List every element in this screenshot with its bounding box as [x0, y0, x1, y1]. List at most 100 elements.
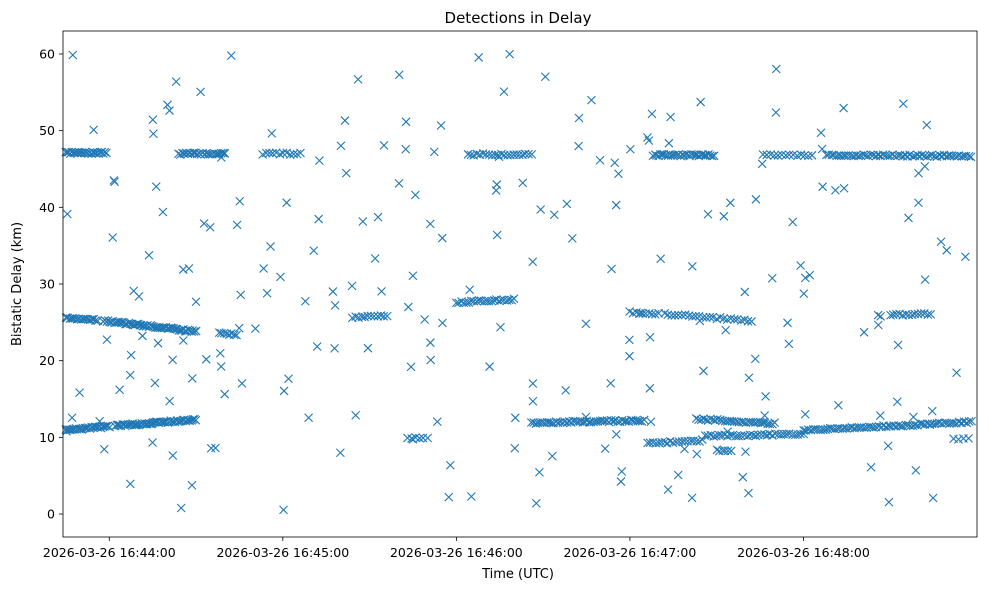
x-tick-label: 2026-03-26 16:47:00	[564, 545, 697, 560]
data-point-x-marker	[696, 97, 706, 107]
data-point-x-marker	[747, 317, 756, 326]
data-point-x-marker	[312, 342, 322, 351]
data-point-x-marker	[363, 311, 373, 321]
x-axis-label: Time (UTC)	[481, 567, 554, 582]
data-point-x-marker	[616, 477, 626, 486]
data-point-x-marker	[102, 148, 111, 158]
data-point-x-marker	[725, 198, 735, 208]
data-point-x-marker	[788, 217, 798, 227]
data-point-x-marker	[920, 275, 930, 284]
data-point-x-marker	[262, 288, 272, 298]
data-point-x-marker	[165, 106, 174, 115]
data-point-x-marker	[800, 409, 810, 419]
data-point-x-marker	[773, 151, 783, 160]
data-point-x-marker	[369, 311, 379, 321]
data-point-x-marker	[474, 53, 484, 62]
data-point-x-marker	[873, 310, 883, 320]
data-point-x-marker	[741, 447, 750, 456]
data-point-x-marker	[911, 465, 921, 475]
data-point-x-marker	[595, 155, 605, 165]
data-point-x-marker	[595, 416, 605, 426]
data-point-x-marker	[524, 149, 533, 159]
data-point-x-marker	[768, 431, 777, 440]
data-point-x-marker	[611, 200, 621, 210]
data-point-x-marker	[703, 209, 713, 219]
data-point-x-marker	[803, 151, 813, 161]
data-point-x-marker	[898, 421, 908, 431]
data-point-x-marker	[531, 498, 541, 508]
data-point-x-marker	[656, 150, 665, 159]
data-point-x-marker	[687, 262, 697, 271]
data-point-x-marker	[226, 51, 236, 61]
data-point-x-marker	[964, 416, 974, 426]
data-point-x-marker	[176, 503, 186, 513]
data-point-x-marker	[783, 318, 792, 328]
data-point-x-marker	[410, 190, 420, 200]
data-point-x-marker	[909, 412, 918, 422]
data-point-x-marker	[370, 254, 380, 263]
data-point-x-marker	[278, 148, 288, 158]
y-tick-label: 60	[39, 47, 55, 62]
data-point-x-marker	[769, 151, 779, 161]
data-point-x-marker	[687, 493, 697, 503]
data-point-x-marker	[709, 432, 719, 441]
data-point-x-marker	[677, 310, 687, 320]
data-point-x-marker	[134, 291, 144, 301]
data-point-x-marker	[765, 419, 775, 429]
data-point-x-marker	[625, 351, 634, 361]
x-tick-label: 2026-03-26 16:45:00	[216, 545, 349, 560]
data-point-x-marker	[914, 168, 923, 178]
data-point-x-marker	[660, 308, 670, 318]
data-point-x-marker	[528, 257, 538, 267]
data-point-x-marker	[126, 350, 136, 360]
data-point-x-marker	[403, 433, 412, 443]
data-point-x-marker	[314, 214, 324, 224]
data-point-x-marker	[705, 312, 715, 322]
plot-frame	[62, 30, 978, 538]
data-point-x-marker	[706, 414, 715, 424]
data-point-x-marker	[68, 50, 78, 60]
data-point-x-marker	[574, 113, 584, 123]
data-point-x-marker	[99, 444, 109, 454]
y-axis-ticks: 0 10 20 30 40 50 60	[39, 47, 63, 522]
data-point-x-marker	[800, 273, 810, 283]
data-point-x-marker	[729, 314, 739, 324]
data-point-x-marker	[854, 151, 863, 161]
data-point-x-marker	[284, 374, 293, 384]
data-point-x-marker	[125, 479, 135, 489]
y-tick-label: 40	[39, 200, 55, 215]
data-point-x-marker	[869, 423, 879, 432]
data-point-x-marker	[191, 297, 201, 307]
data-point-x-marker	[377, 286, 386, 296]
data-point-x-marker	[466, 492, 476, 501]
data-point-x-marker	[148, 438, 157, 447]
data-point-x-marker	[432, 417, 442, 427]
data-point-x-marker	[917, 150, 927, 160]
data-point-x-marker	[961, 252, 970, 262]
data-point-x-marker	[138, 331, 147, 341]
data-point-x-marker	[499, 87, 509, 97]
data-point-x-marker	[705, 151, 715, 160]
data-point-x-marker	[250, 324, 260, 333]
data-point-x-marker	[463, 149, 473, 159]
data-point-x-marker	[191, 415, 201, 425]
data-point-x-marker	[289, 149, 299, 159]
data-point-x-marker	[510, 413, 520, 423]
data-point-x-marker	[645, 332, 655, 342]
data-point-x-marker	[645, 383, 655, 393]
data-point-x-marker	[624, 335, 634, 345]
data-point-x-marker	[617, 467, 627, 476]
data-point-x-marker	[607, 264, 616, 274]
data-point-x-marker	[863, 151, 873, 161]
y-tick-label: 10	[39, 430, 55, 445]
data-point-x-marker	[656, 254, 666, 264]
data-point-x-marker	[744, 417, 754, 427]
data-point-x-marker	[461, 298, 471, 307]
data-point-x-marker	[927, 150, 937, 160]
data-point-x-marker	[692, 436, 702, 446]
data-point-x-marker	[426, 355, 436, 365]
data-point-x-marker	[701, 313, 711, 322]
data-point-x-marker	[817, 144, 827, 154]
data-point-x-marker	[719, 211, 729, 221]
data-point-x-marker	[744, 373, 754, 383]
